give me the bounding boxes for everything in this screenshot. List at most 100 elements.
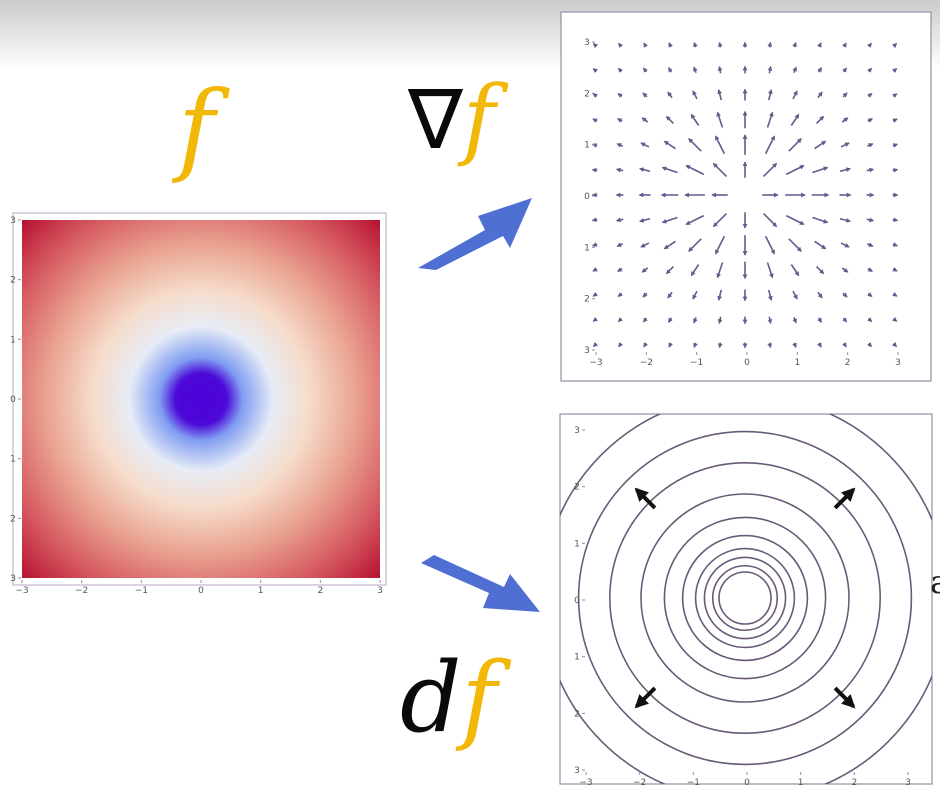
field-arrow <box>616 267 623 272</box>
field-arrow <box>792 290 798 300</box>
vector-field-plot: −3 −2 −1 0 1 2 3 3 2 1 0 1 2 3 <box>560 11 932 382</box>
field-arrow <box>617 292 623 298</box>
field-arrow <box>764 235 776 255</box>
field-arrow <box>712 162 728 178</box>
vector-field-y-tick: 3 <box>584 346 590 356</box>
field-arrow <box>642 317 648 323</box>
nabla-symbol: ∇ <box>408 73 463 168</box>
vector-field-arrows <box>591 41 899 349</box>
field-arrow <box>668 317 673 324</box>
function-label: f <box>178 69 216 186</box>
field-arrow <box>817 91 823 99</box>
field-arrow <box>592 42 598 48</box>
field-arrow <box>785 214 805 226</box>
field-arrow <box>692 290 698 300</box>
field-arrow <box>591 167 598 173</box>
field-arrow <box>692 90 698 100</box>
field-arrow <box>643 342 648 348</box>
field-arrow <box>641 117 649 123</box>
field-arrow <box>617 67 623 73</box>
contour-x-tick: 1 <box>798 778 804 788</box>
contour-lines <box>560 414 932 784</box>
field-arrow <box>892 217 899 223</box>
field-arrow <box>790 264 800 277</box>
density-y-tick: 2 <box>10 514 16 524</box>
field-arrow <box>717 65 723 74</box>
field-arrow <box>717 41 723 48</box>
field-arrow <box>663 240 676 250</box>
differential-f: f <box>461 642 497 754</box>
field-arrow <box>615 217 624 223</box>
field-arrow <box>640 142 650 148</box>
density-x-tick: 3 <box>377 586 383 596</box>
field-arrow <box>792 316 797 324</box>
field-arrow <box>762 212 778 228</box>
field-arrow <box>639 167 651 173</box>
outward-arrow <box>833 487 856 510</box>
field-arrow <box>892 68 898 74</box>
field-arrow <box>866 217 875 223</box>
field-arrow <box>714 235 726 255</box>
field-arrow <box>693 342 698 349</box>
contour-circle <box>681 534 809 662</box>
field-arrow <box>717 316 723 325</box>
field-arrow <box>792 66 797 74</box>
contour-y-tick: 1 <box>574 653 580 663</box>
field-arrow <box>788 138 802 152</box>
field-arrow <box>785 164 805 176</box>
field-arrow <box>815 115 825 125</box>
density-x-tick: −3 <box>15 586 28 596</box>
contour-x-tick: 3 <box>905 778 911 788</box>
differential-d: d <box>400 642 462 754</box>
field-arrow <box>667 91 673 99</box>
gradient-label: ∇f <box>408 74 495 162</box>
field-arrow <box>867 267 874 272</box>
contour-x-tick: −1 <box>687 778 700 788</box>
vector-field-x-tick: −1 <box>690 358 703 368</box>
field-arrow <box>714 135 726 155</box>
field-arrow <box>842 292 848 298</box>
field-arrow <box>693 41 698 48</box>
density-x-tick: −1 <box>135 586 148 596</box>
field-arrow <box>892 267 898 272</box>
field-arrow <box>592 267 598 272</box>
field-arrow <box>717 289 723 301</box>
field-arrow <box>688 138 702 152</box>
field-arrow <box>892 342 898 348</box>
field-arrow <box>661 166 678 174</box>
vector-field-y-tick: 0 <box>584 192 590 202</box>
field-arrow <box>668 342 673 348</box>
field-arrow <box>762 162 778 178</box>
field-arrow <box>616 118 623 123</box>
field-arrow <box>767 65 773 74</box>
vector-field-frame <box>560 11 932 382</box>
field-arrow <box>788 238 802 252</box>
density-x-tick: 0 <box>198 586 204 596</box>
field-arrow <box>817 291 823 299</box>
vector-field-y-tick: 1 <box>584 243 590 253</box>
field-arrow <box>717 89 723 101</box>
field-arrow <box>690 113 700 126</box>
contour-ticks: −3 −2 −1 0 1 2 3 3 2 1 0 1 2 3 <box>574 426 911 788</box>
field-arrow <box>592 342 598 348</box>
contour-x-tick: 2 <box>851 778 857 788</box>
field-arrow <box>840 142 850 148</box>
contour-circle <box>694 547 796 649</box>
field-arrow <box>663 140 676 150</box>
field-arrow <box>665 115 675 125</box>
contour-plot: −3 −2 −1 0 1 2 3 3 2 1 0 1 2 3 <box>559 413 933 788</box>
field-arrow <box>642 292 648 298</box>
field-arrow <box>867 317 873 323</box>
edge-glyph: a <box>930 563 940 601</box>
field-arrow <box>616 242 624 247</box>
contour-frame <box>559 413 933 785</box>
contour-y-tick: 3 <box>574 766 580 776</box>
field-arrow <box>839 167 851 173</box>
field-arrow <box>792 41 797 48</box>
field-arrow <box>892 118 898 123</box>
field-arrow <box>841 267 849 273</box>
field-arrow <box>592 68 598 74</box>
field-arrow <box>592 292 598 297</box>
outward-arrow <box>634 487 657 510</box>
